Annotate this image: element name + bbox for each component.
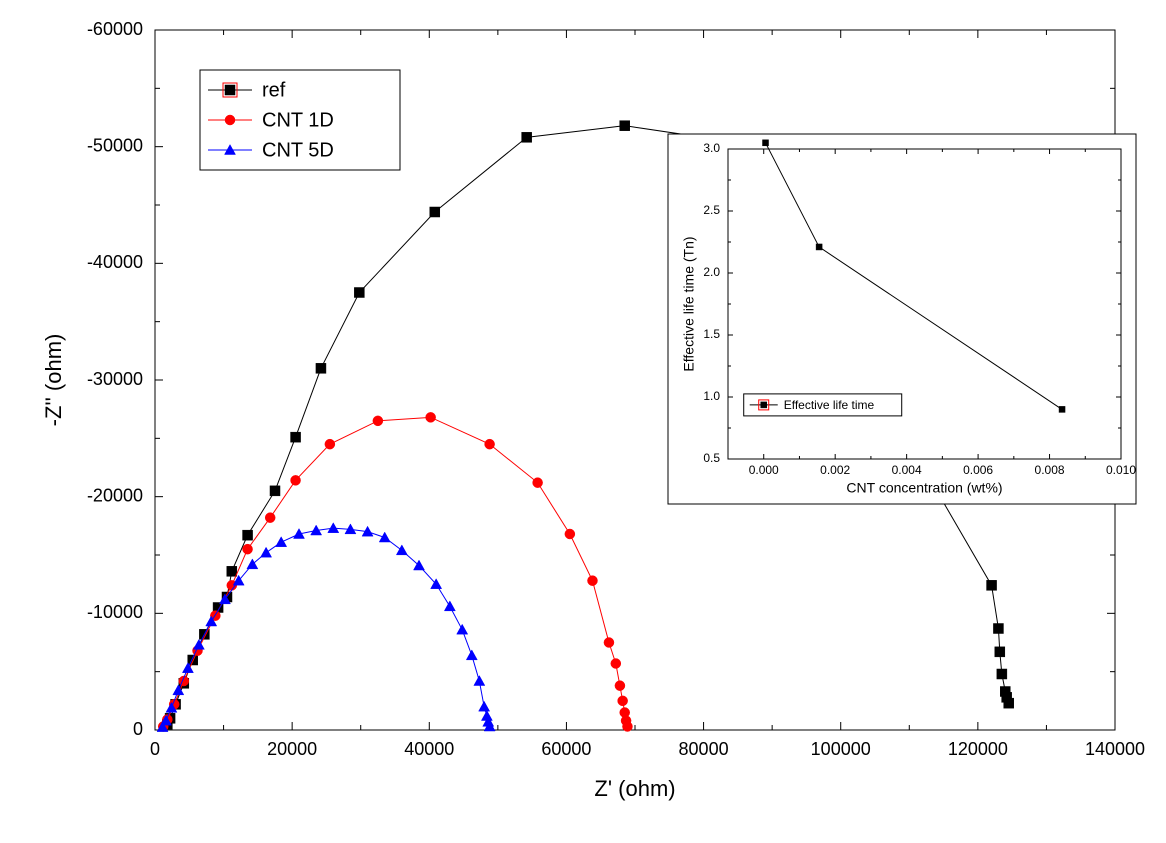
svg-text:-60000: -60000 [87, 19, 143, 39]
svg-text:20000: 20000 [267, 739, 317, 759]
svg-text:120000: 120000 [948, 739, 1008, 759]
svg-text:0.004: 0.004 [892, 463, 922, 477]
svg-text:CNT concentration (wt%): CNT concentration (wt%) [846, 480, 1002, 496]
svg-text:-50000: -50000 [87, 135, 143, 155]
legend-cnt-1d: CNT 1D [262, 109, 334, 131]
svg-text:60000: 60000 [541, 739, 591, 759]
svg-text:0.000: 0.000 [749, 463, 779, 477]
svg-text:-30000: -30000 [87, 369, 143, 389]
svg-text:-Z'' (ohm): -Z'' (ohm) [41, 334, 66, 427]
svg-text:0: 0 [150, 739, 160, 759]
svg-text:1.0: 1.0 [703, 389, 720, 403]
svg-text:2.5: 2.5 [703, 203, 720, 217]
svg-text:40000: 40000 [404, 739, 454, 759]
svg-text:-20000: -20000 [87, 485, 143, 505]
legend-cnt-5d: CNT 5D [262, 139, 334, 161]
svg-text:0.5: 0.5 [703, 451, 720, 465]
svg-text:Effective life time (Tn): Effective life time (Tn) [681, 236, 697, 371]
svg-text:0.002: 0.002 [820, 463, 850, 477]
legend-ref: ref [262, 79, 286, 101]
svg-text:140000: 140000 [1085, 739, 1145, 759]
svg-text:-10000: -10000 [87, 602, 143, 622]
svg-text:Z' (ohm): Z' (ohm) [594, 776, 675, 801]
nyquist-chart: 0 20000 40000 60000 80000 100000 120000 140000 0… [0, 0, 1166, 843]
svg-text:Effective life time: Effective life time [784, 398, 875, 412]
inset-chart [668, 134, 1136, 504]
svg-text:80000: 80000 [679, 739, 729, 759]
svg-text:0.010: 0.010 [1106, 463, 1136, 477]
svg-text:-40000: -40000 [87, 252, 143, 272]
svg-text:0.008: 0.008 [1035, 463, 1065, 477]
svg-text:1.5: 1.5 [703, 327, 720, 341]
svg-text:3.0: 3.0 [703, 141, 720, 155]
chart-container: 0 20000 40000 60000 80000 100000 120000 140000 0… [0, 0, 1166, 843]
svg-text:0: 0 [133, 719, 143, 739]
svg-text:0.006: 0.006 [963, 463, 993, 477]
svg-text:2.0: 2.0 [703, 265, 720, 279]
svg-text:100000: 100000 [811, 739, 871, 759]
